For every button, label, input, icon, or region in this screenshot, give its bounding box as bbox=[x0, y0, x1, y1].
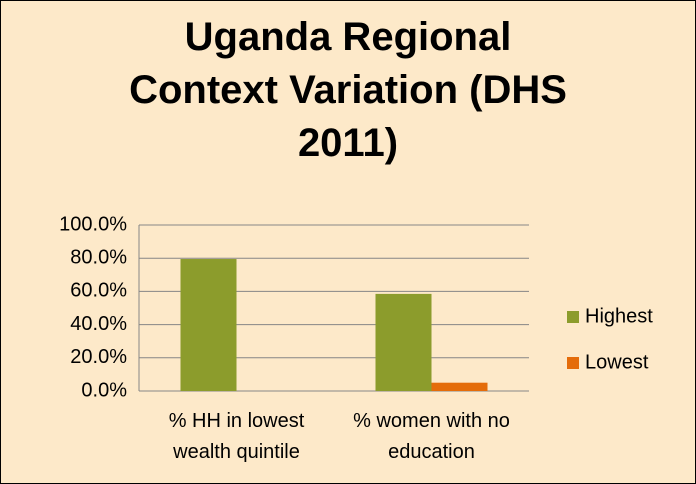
y-tick-label: 0.0% bbox=[81, 379, 127, 401]
y-tick-label: 40.0% bbox=[70, 313, 127, 335]
legend-swatch bbox=[567, 311, 579, 323]
legend-label: Lowest bbox=[585, 351, 649, 373]
chart-title: Uganda Regional Context Variation (DHS 2… bbox=[129, 15, 567, 165]
legend-label: Highest bbox=[585, 305, 653, 327]
bar bbox=[375, 293, 432, 391]
x-tick-label: % women with no education bbox=[353, 410, 510, 463]
legend-swatch bbox=[567, 357, 579, 369]
bar bbox=[180, 259, 237, 391]
y-tick-label: 100.0% bbox=[59, 213, 127, 235]
y-tick-label: 80.0% bbox=[70, 246, 127, 268]
x-tick-label: % HH in lowest wealth quintile bbox=[168, 410, 305, 463]
bar bbox=[431, 382, 488, 391]
y-tick-label: 20.0% bbox=[70, 346, 127, 368]
y-tick-label: 60.0% bbox=[70, 280, 127, 302]
